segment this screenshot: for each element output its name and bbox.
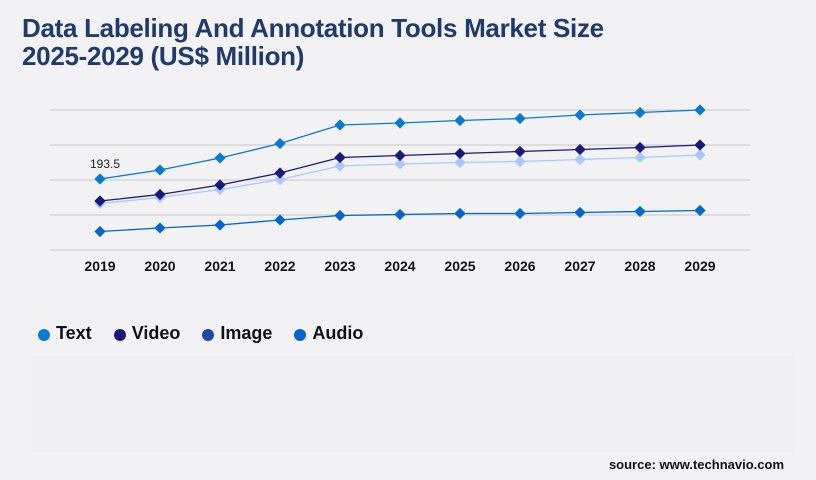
data-point-video (514, 145, 526, 158)
legend-marker-icon (294, 329, 307, 341)
data-point-text (94, 173, 106, 185)
legend-label: Audio (312, 323, 364, 343)
data-point-text (694, 104, 706, 116)
x-tick-label: 2026 (504, 258, 535, 274)
legend-item-video: Video (113, 323, 181, 344)
data-point-video (214, 179, 226, 191)
legend-marker-icon (202, 329, 215, 341)
legend-label: Text (56, 323, 92, 343)
data-point-video (274, 167, 286, 179)
x-tick-label: 2024 (384, 258, 415, 274)
x-tick-label: 2027 (564, 258, 595, 274)
x-tick-label: 2022 (264, 258, 295, 274)
data-point-text (574, 109, 586, 121)
legend-marker-icon (113, 329, 126, 341)
data-point-text (274, 137, 286, 150)
title-line-2: 2025-2029 (US$ Million) (22, 41, 305, 71)
data-point-audio (274, 214, 286, 226)
data-point-text (154, 164, 166, 176)
x-tick-label: 2020 (144, 258, 175, 274)
data-point-text (514, 112, 526, 125)
data-point-text (214, 152, 226, 164)
data-point-audio (634, 205, 646, 218)
data-point-text (334, 119, 346, 131)
x-tick-label: 2021 (204, 258, 235, 274)
data-point-video (574, 143, 586, 156)
x-tick-label: 2029 (684, 258, 715, 274)
legend-item-image: Image (202, 323, 272, 344)
line-chart: 2019 2020 2021 2022 2023 2024 2025 2026 2027 2028… (50, 104, 750, 274)
x-tick-label: 2025 (444, 258, 475, 274)
data-point-audio (334, 209, 346, 222)
data-point-audio (514, 207, 526, 220)
source-note: source: www.technavio.com (608, 457, 784, 472)
x-tick-label: 2028 (624, 258, 655, 274)
data-point-image (334, 160, 346, 172)
legend-panel (32, 356, 794, 452)
data-point-audio (694, 204, 706, 217)
data-label: 193.5 (90, 157, 120, 171)
data-point-text (394, 117, 406, 129)
data-point-audio (214, 219, 226, 231)
title-line-1: Data Labeling And Annotation Tools Marke… (22, 13, 604, 43)
chart-title: Data Labeling And Annotation Tools Marke… (22, 14, 604, 70)
data-point-image (274, 173, 286, 186)
data-point-image (514, 155, 526, 168)
data-point-video (334, 151, 346, 164)
x-tick-label: 2023 (324, 258, 355, 274)
data-point-image (574, 153, 586, 166)
data-point-video (394, 149, 406, 162)
legend-marker-icon (38, 329, 50, 341)
data-point-text (454, 114, 466, 127)
data-point-video (154, 188, 166, 201)
legend-item-text: Text (38, 323, 92, 344)
data-point-video (454, 147, 466, 160)
data-point-audio (574, 206, 586, 219)
legend-item-audio: Audio (294, 323, 363, 344)
data-point-audio (154, 222, 166, 234)
data-point-video (694, 139, 706, 151)
data-point-image (694, 149, 706, 161)
data-point-audio (454, 207, 466, 220)
legend: Text Video Image Audio (38, 323, 363, 344)
data-point-image (634, 151, 646, 164)
data-point-video (634, 141, 646, 154)
legend-label: Image (220, 323, 273, 343)
data-point-text (634, 106, 646, 119)
legend-label: Video (131, 323, 181, 343)
data-point-audio (394, 208, 406, 221)
x-tick-label: 2019 (84, 258, 115, 274)
data-point-image (454, 156, 466, 169)
data-point-image (394, 158, 406, 170)
data-point-audio (94, 225, 106, 238)
